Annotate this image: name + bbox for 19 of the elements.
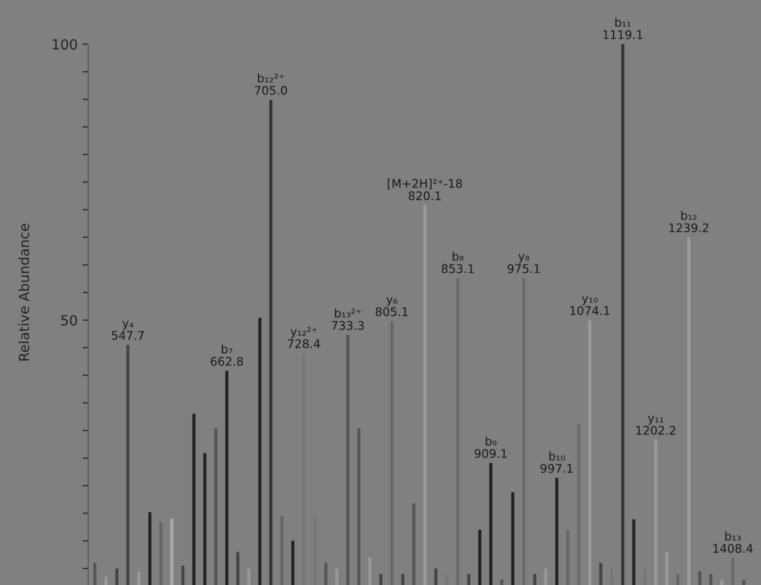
annotation: y₄ 547.7	[112, 320, 144, 340]
annotation: b₁₀ 997.1	[540, 451, 573, 473]
annotation: b₇ 662.8	[210, 344, 243, 366]
annotation: y₁₁ 1202.2	[636, 416, 676, 435]
annotation: y₁₂²⁺ 728.4	[288, 326, 320, 348]
annotation: y₆ 805.1	[376, 297, 408, 316]
annotation: y₈ 975.1	[508, 254, 540, 274]
y-axis-title: Relative Abundance	[18, 224, 30, 360]
annotation: b₁₃ 1408.4	[713, 531, 753, 553]
y-tick-label: 100	[52, 39, 77, 50]
annotation: b₁₁ 1119.1	[603, 18, 642, 40]
annotation: b₈ 853.1	[442, 252, 474, 274]
annotation: y₁₀ 1074.1	[570, 296, 610, 316]
annotation: [M+2H]²⁺-18 820.1	[388, 178, 462, 200]
annotation: b₁₃²⁺ 733.3	[332, 308, 364, 330]
annotation: b₉ 909.1	[474, 436, 507, 458]
annotation: b₁₂ 1239.2	[669, 210, 708, 232]
annotation: b₁₂²⁺ 705.0	[254, 73, 287, 95]
y-tick-label: 50	[61, 315, 77, 326]
